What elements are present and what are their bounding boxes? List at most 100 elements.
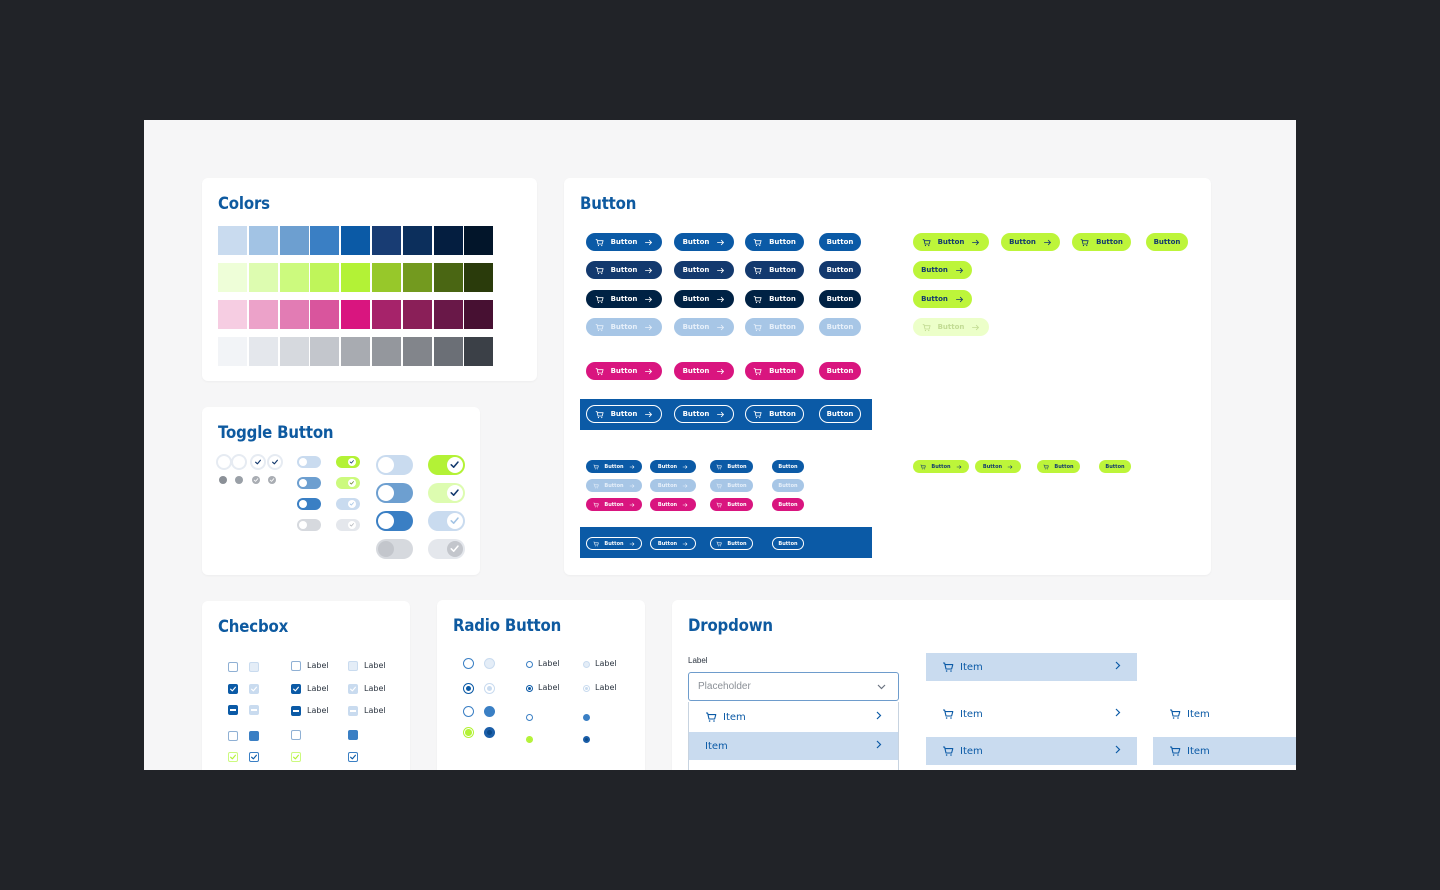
button[interactable]: Button (674, 290, 734, 308)
radio-button[interactable] (484, 683, 495, 694)
toggle-switch[interactable] (376, 455, 413, 475)
radio-button[interactable] (526, 736, 533, 743)
button[interactable]: Button (674, 318, 734, 336)
dropdown-item[interactable]: Item (1153, 737, 1296, 765)
button[interactable]: Button (1072, 233, 1131, 251)
toggle-switch[interactable] (297, 498, 321, 510)
button[interactable]: Button (913, 318, 989, 336)
radio-button[interactable] (463, 706, 474, 717)
button[interactable]: Button (772, 460, 804, 473)
button[interactable]: Button (650, 537, 696, 550)
button[interactable]: Button (975, 460, 1021, 473)
radio-button[interactable] (583, 736, 590, 743)
radio-button[interactable] (583, 685, 590, 692)
button[interactable]: Button (586, 290, 662, 308)
button[interactable]: Button (710, 537, 753, 550)
button[interactable]: Button (586, 537, 642, 550)
checkbox[interactable] (228, 752, 238, 762)
radio-button[interactable] (463, 683, 474, 694)
dropdown-item[interactable]: Item (689, 703, 898, 731)
checkbox[interactable] (291, 661, 301, 671)
button[interactable]: Button (772, 479, 804, 492)
button[interactable]: Button (586, 479, 642, 492)
toggle-knob[interactable] (218, 456, 230, 468)
checkbox[interactable] (249, 662, 259, 672)
radio-button[interactable] (484, 727, 495, 738)
button[interactable]: Button (586, 233, 662, 251)
toggle-switch[interactable] (376, 539, 413, 559)
radio-button[interactable] (526, 661, 533, 668)
toggle-switch[interactable] (376, 483, 413, 503)
checkbox[interactable] (228, 731, 238, 741)
button[interactable]: Button (586, 318, 662, 336)
toggle-switch[interactable] (336, 498, 360, 510)
button[interactable]: Button (913, 290, 972, 308)
button[interactable]: Button (650, 498, 696, 511)
button[interactable]: Button (674, 362, 734, 380)
button[interactable]: Button (913, 233, 989, 251)
checkbox[interactable] (348, 706, 358, 716)
toggle-switch[interactable] (336, 519, 360, 531)
radio-button[interactable] (463, 727, 474, 738)
button[interactable]: Button (819, 233, 861, 251)
checkbox[interactable] (291, 684, 301, 694)
checkbox[interactable] (249, 752, 259, 762)
dropdown-select[interactable]: Placeholder (688, 672, 899, 701)
dropdown-item[interactable]: Item (689, 732, 898, 760)
button[interactable]: Button (745, 290, 804, 308)
button[interactable]: Button (586, 498, 642, 511)
radio-button[interactable] (526, 714, 533, 721)
button[interactable]: Button (745, 362, 804, 380)
checkbox[interactable] (348, 661, 358, 671)
toggle-switch[interactable] (336, 477, 360, 489)
toggle-switch[interactable] (297, 519, 321, 531)
button[interactable]: Button (674, 261, 734, 279)
checkbox[interactable] (249, 684, 259, 694)
button[interactable]: Button (1099, 460, 1131, 473)
toggle-switch[interactable] (297, 456, 321, 468)
dropdown-item[interactable]: Item (1153, 700, 1296, 728)
button[interactable]: Button (674, 233, 734, 251)
radio-button[interactable] (484, 706, 495, 717)
radio-button[interactable] (583, 661, 590, 668)
radio-button[interactable] (463, 658, 474, 669)
button[interactable]: Button (745, 233, 804, 251)
radio-button[interactable] (526, 685, 533, 692)
toggle-switch[interactable] (376, 511, 413, 531)
button[interactable]: Button (913, 261, 972, 279)
dropdown-item[interactable]: Item (926, 700, 1137, 728)
button[interactable]: Button (772, 498, 804, 511)
button[interactable]: Button (586, 405, 662, 423)
button[interactable]: Button (1037, 460, 1080, 473)
button[interactable]: Button (586, 261, 662, 279)
button[interactable]: Button (745, 318, 804, 336)
button[interactable]: Button (1001, 233, 1060, 251)
toggle-switch[interactable] (428, 511, 465, 531)
button[interactable]: Button (772, 537, 804, 550)
toggle-switch[interactable] (428, 539, 465, 559)
button[interactable]: Button (710, 460, 753, 473)
button[interactable]: Button (745, 405, 804, 423)
checkbox[interactable] (249, 731, 259, 741)
checkbox[interactable] (291, 752, 301, 762)
button[interactable]: Button (819, 318, 861, 336)
dropdown-item[interactable]: Item (926, 653, 1137, 681)
button[interactable]: Button (650, 479, 696, 492)
button[interactable]: Button (819, 290, 861, 308)
checkbox[interactable] (228, 662, 238, 672)
checkbox[interactable] (228, 684, 238, 694)
button[interactable]: Button (586, 460, 642, 473)
toggle-knob[interactable] (252, 456, 264, 468)
button[interactable]: Button (650, 460, 696, 473)
button[interactable]: Button (913, 460, 969, 473)
button[interactable]: Button (819, 362, 861, 380)
toggle-knob[interactable] (269, 456, 281, 468)
button[interactable]: Button (819, 405, 861, 423)
radio-button[interactable] (484, 658, 495, 669)
button[interactable]: Button (819, 261, 861, 279)
button[interactable]: Button (674, 405, 734, 423)
button[interactable]: Button (1146, 233, 1188, 251)
checkbox[interactable] (249, 705, 259, 715)
radio-button[interactable] (583, 714, 590, 721)
button[interactable]: Button (586, 362, 662, 380)
